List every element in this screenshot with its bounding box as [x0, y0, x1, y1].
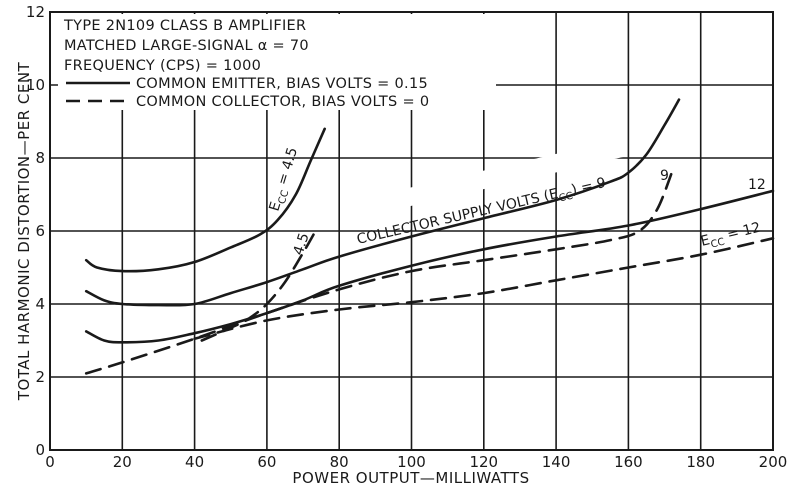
y-tick-label: 6	[35, 222, 45, 240]
x-tick-label: 160	[614, 453, 643, 471]
title-line-1: TYPE 2N109 CLASS B AMPLIFIER	[63, 18, 306, 34]
y-tick-labels: 0 2 4 6 8 10 12	[26, 3, 45, 459]
y-tick-label: 0	[35, 441, 45, 459]
y-tick-label: 8	[35, 149, 45, 167]
title-line-2: MATCHED LARGE-SIGNAL α = 70	[64, 38, 309, 54]
svg-text:ECC = 4.5: ECC = 4.5	[267, 146, 304, 214]
x-tick-label: 120	[469, 453, 498, 471]
title-line-3: FREQUENCY (CPS) = 1000	[64, 58, 261, 74]
legend-label-common-emitter: COMMON EMITTER, BIAS VOLTS = 0.15	[136, 76, 428, 92]
annotation-12-solid: 12	[748, 177, 766, 193]
svg-text:12: 12	[748, 177, 766, 193]
svg-text:4.5: 4.5	[291, 231, 313, 257]
y-axis-label: TOTAL HARMONIC DISTORTION—PER CENT	[15, 61, 33, 401]
y-tick-label: 12	[26, 3, 45, 21]
legend-label-common-collector: COMMON COLLECTOR, BIAS VOLTS = 0	[136, 94, 429, 110]
curves	[84, 98, 775, 375]
svg-text:ECC = 12: ECC = 12	[699, 220, 763, 253]
annotation-ecc-4.5-solid: ECC = 4.5	[267, 146, 304, 214]
x-tick-label: 180	[686, 453, 715, 471]
legend-box	[58, 14, 496, 110]
y-tick-label: 4	[35, 295, 45, 313]
x-tick-label: 20	[113, 453, 132, 471]
series-line-solid-2	[84, 189, 775, 344]
series-line-dashed-4	[84, 171, 674, 375]
svg-text:9: 9	[660, 168, 669, 184]
x-tick-label: 60	[257, 453, 276, 471]
annotation-9-dashed: 9	[660, 168, 669, 184]
y-tick-label: 2	[35, 368, 45, 386]
x-tick-label: 0	[45, 453, 55, 471]
series-line-solid-1	[84, 98, 681, 307]
x-tick-label: 80	[330, 453, 349, 471]
series-line-dashed-5	[193, 237, 775, 340]
y-tick-label: 10	[26, 76, 45, 94]
series-line-solid-0	[84, 127, 326, 273]
annotation-4.5-dashed: 4.5	[291, 231, 313, 257]
x-tick-label: 200	[759, 453, 788, 471]
annotation-ecc-12-dashed: ECC = 12	[699, 220, 763, 253]
x-tick-label: 40	[185, 453, 204, 471]
plot-frame	[49, 11, 774, 451]
x-tick-label: 100	[397, 453, 426, 471]
x-tick-labels: 0 20 40 60 80 100 120 140 160 180 200	[45, 453, 787, 471]
x-axis-label: POWER OUTPUT—MILLIWATTS	[292, 469, 529, 487]
x-tick-label: 140	[542, 453, 571, 471]
